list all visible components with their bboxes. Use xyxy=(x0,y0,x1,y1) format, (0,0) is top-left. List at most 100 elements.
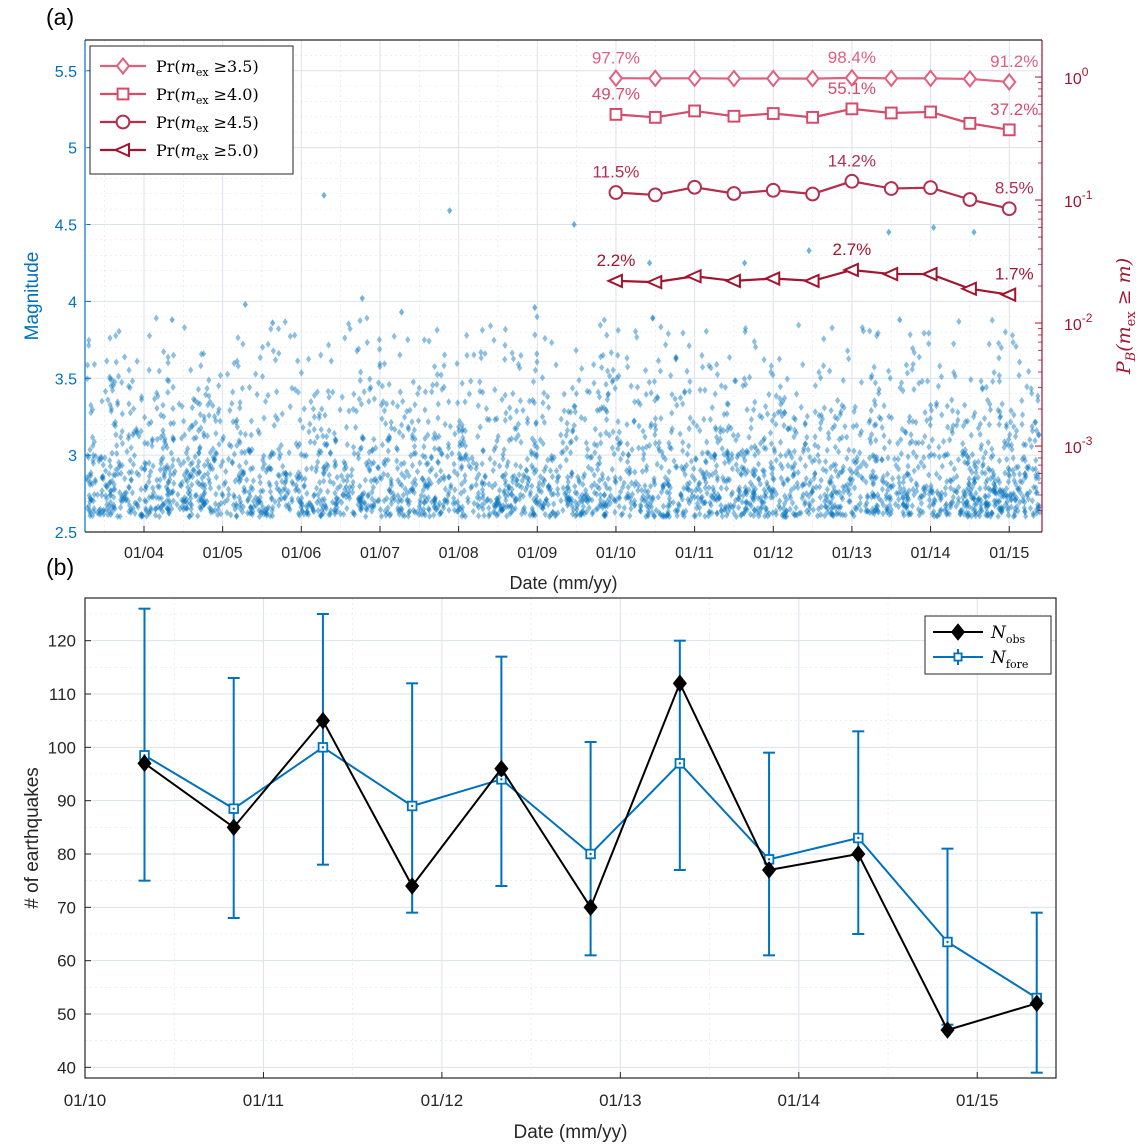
scatter-point xyxy=(771,445,777,453)
y-tick-label-b: 100 xyxy=(48,738,76,757)
scatter-point xyxy=(363,459,369,467)
scatter-point xyxy=(474,501,481,509)
scatter-point xyxy=(966,475,972,483)
scatter-point xyxy=(903,502,909,511)
scatter-point xyxy=(903,504,909,512)
scatter-point xyxy=(404,489,410,497)
scatter-point xyxy=(581,470,588,478)
scatter-point xyxy=(1001,438,1008,446)
scatter-point xyxy=(175,456,181,464)
scatter-point xyxy=(584,495,590,503)
scatter-point-notable xyxy=(532,303,538,312)
scatter-point xyxy=(385,447,391,455)
scatter-point xyxy=(387,434,393,442)
scatter-point xyxy=(520,471,527,479)
scatter-point xyxy=(216,382,222,390)
scatter-point xyxy=(516,482,522,490)
scatter-point xyxy=(570,506,577,514)
scatter-point xyxy=(938,373,945,381)
scatter-point xyxy=(454,498,461,506)
scatter-point xyxy=(907,510,913,518)
scatter-point xyxy=(531,469,538,477)
scatter-point xyxy=(572,408,578,416)
scatter-point xyxy=(172,467,178,476)
scatter-point xyxy=(100,475,106,483)
scatter-point xyxy=(189,473,196,481)
scatter-point xyxy=(645,510,651,518)
scatter-point xyxy=(500,504,507,513)
scatter-point xyxy=(115,372,122,380)
scatter-point xyxy=(157,476,163,484)
scatter-point xyxy=(718,506,724,515)
scatter-point xyxy=(134,357,140,365)
scatter-point xyxy=(257,478,263,487)
scatter-point xyxy=(183,475,189,483)
scatter-point xyxy=(446,398,452,406)
scatter-point xyxy=(120,492,126,500)
scatter-point xyxy=(390,399,396,407)
scatter-point xyxy=(167,470,174,478)
scatter-point xyxy=(142,459,148,467)
scatter-point xyxy=(296,487,302,495)
scatter-point xyxy=(113,332,119,340)
scatter-point xyxy=(571,421,577,430)
scatter-point xyxy=(574,502,580,510)
scatter-point xyxy=(533,420,539,428)
scatter-point xyxy=(830,510,836,519)
scatter-point xyxy=(520,492,526,500)
scatter-point xyxy=(269,507,275,515)
prob-series-marker xyxy=(726,186,742,201)
scatter-point xyxy=(471,351,477,359)
scatter-point xyxy=(982,501,989,509)
scatter-point xyxy=(234,423,240,431)
scatter-point xyxy=(126,431,132,440)
scatter-point xyxy=(879,423,885,432)
scatter-point xyxy=(866,418,872,426)
scatter-point xyxy=(804,507,810,515)
scatter-point xyxy=(163,440,169,448)
scatter-point xyxy=(86,341,92,349)
scatter-point xyxy=(347,483,353,491)
scatter-point xyxy=(436,499,443,507)
scatter-point xyxy=(409,418,415,426)
scatter-point xyxy=(142,439,148,447)
scatter-point xyxy=(968,512,975,520)
scatter-point xyxy=(256,506,262,514)
scatter-point xyxy=(165,486,171,494)
scatter-point xyxy=(704,438,710,446)
scatter-point xyxy=(126,400,132,408)
scatter-point xyxy=(296,469,302,477)
scatter-point xyxy=(625,490,631,498)
scatter-point xyxy=(127,456,133,464)
scatter-point xyxy=(194,470,200,478)
scatter-point xyxy=(421,498,428,506)
scatter-point xyxy=(191,434,197,443)
scatter-point xyxy=(771,487,777,495)
scatter-point xyxy=(575,473,581,481)
scatter-point xyxy=(207,484,214,492)
scatter-point xyxy=(712,424,718,432)
scatter-point xyxy=(777,408,784,416)
scatter-point xyxy=(783,507,790,515)
prob-series-marker xyxy=(645,274,663,290)
scatter-point xyxy=(651,377,658,386)
scatter-point xyxy=(125,382,132,390)
scatter-point xyxy=(558,497,564,505)
scatter-point xyxy=(246,383,253,391)
scatter-point xyxy=(654,393,660,401)
scatter-point xyxy=(999,400,1005,408)
scatter-point xyxy=(212,456,218,464)
x-tick-label-a: 01/14 xyxy=(911,545,951,562)
scatter-point xyxy=(937,474,943,482)
scatter-point xyxy=(992,481,998,490)
scatter-point xyxy=(581,510,587,518)
scatter-point xyxy=(991,497,997,505)
scatter-point xyxy=(198,505,204,513)
scatter-point xyxy=(869,508,876,517)
scatter-point xyxy=(684,480,690,488)
x-tick-label-a: 01/09 xyxy=(517,545,557,562)
scatter-point xyxy=(805,446,811,454)
scatter-point xyxy=(211,454,218,463)
scatter-point xyxy=(732,377,738,385)
scatter-point xyxy=(482,499,488,507)
